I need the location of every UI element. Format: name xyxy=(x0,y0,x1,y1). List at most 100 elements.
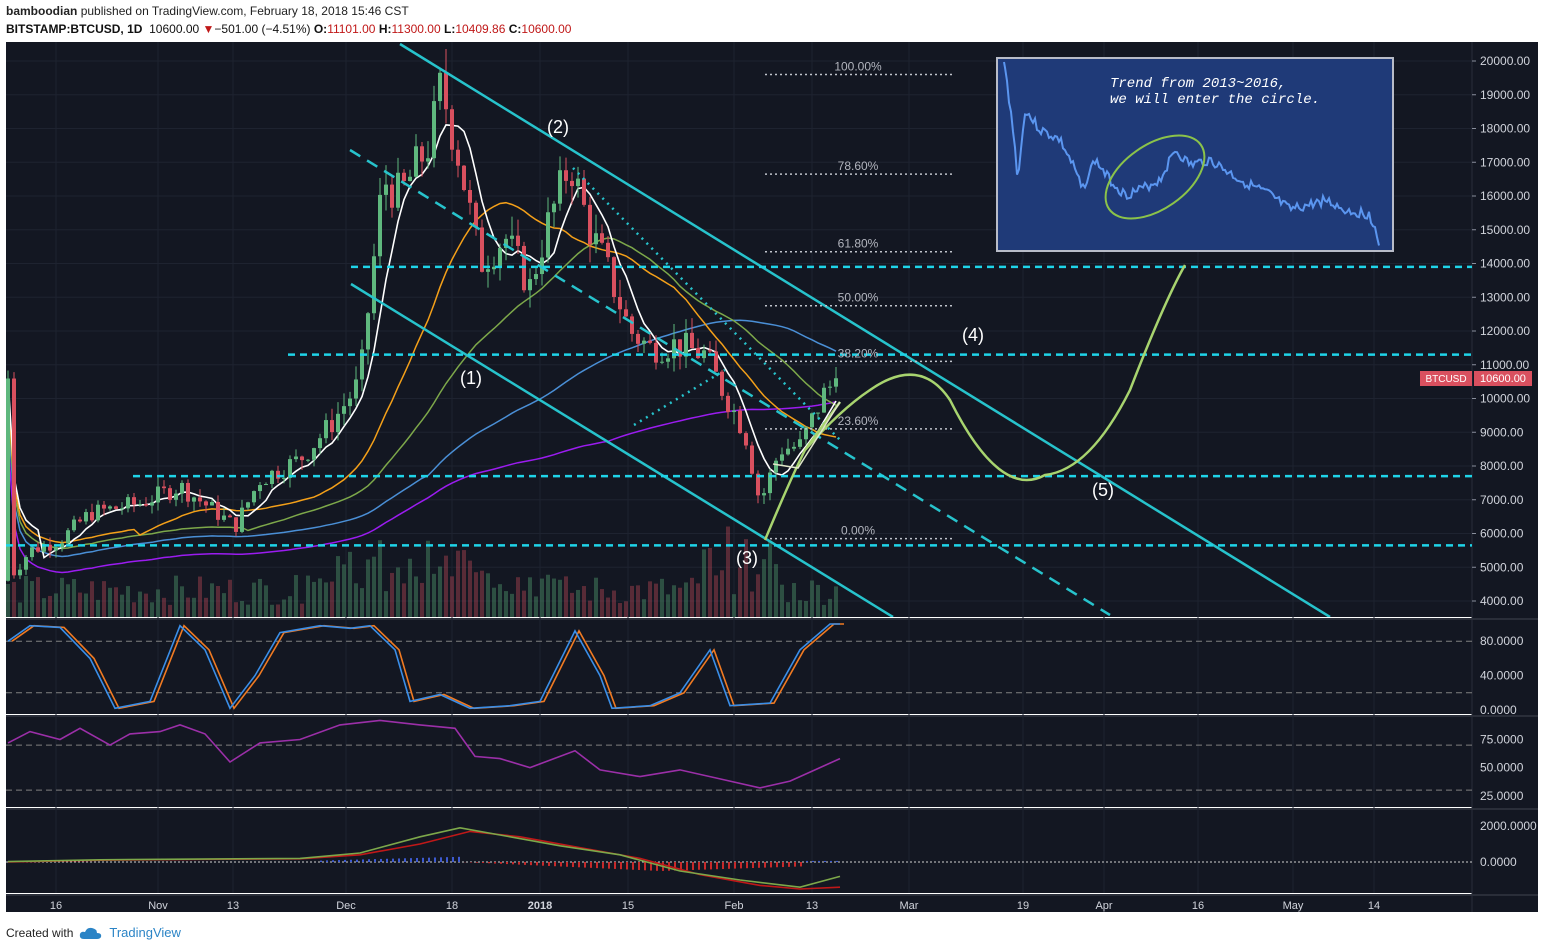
volume-bar xyxy=(594,577,598,617)
price-tick-label: 19000.00 xyxy=(1480,88,1530,102)
inset-text-line-2: we will enter the circle. xyxy=(1110,92,1320,108)
projection-wedge xyxy=(772,401,841,469)
candle-body xyxy=(426,158,430,162)
volume-bar xyxy=(186,597,190,617)
volume-bar xyxy=(300,603,304,617)
volume-bar xyxy=(12,582,16,617)
inset-content xyxy=(1003,61,1380,246)
volume-bar xyxy=(306,575,310,617)
macd-histogram-bar xyxy=(752,862,754,869)
volume-bar xyxy=(552,578,556,617)
candle-body xyxy=(198,497,202,502)
volume-bar xyxy=(798,600,802,617)
volume-bar xyxy=(708,547,712,617)
candle-body xyxy=(18,569,22,576)
last-price: 10600.00 xyxy=(149,22,200,36)
price-tick-label: 11000.00 xyxy=(1480,358,1529,372)
macd-histogram-bar xyxy=(404,858,406,862)
candle-body xyxy=(456,149,460,166)
macd-histogram-bar xyxy=(446,857,448,862)
volume-bar xyxy=(312,581,316,617)
open-value: 11101.00 xyxy=(327,22,376,36)
volume-bar xyxy=(288,596,292,617)
candle-body xyxy=(828,386,832,388)
macd-histogram-bar xyxy=(362,859,364,862)
author[interactable]: bamboodian xyxy=(6,4,78,18)
candle-body xyxy=(438,72,442,102)
candle-body xyxy=(642,340,646,344)
volume-bar xyxy=(96,599,100,617)
macd-tick-label: 2000.0000 xyxy=(1480,819,1537,833)
price-tick-label: 18000.00 xyxy=(1480,122,1530,136)
macd-histogram-bar xyxy=(332,860,334,862)
price-chart[interactable]: 4000.00 5000.00 6000.00 7000.00 8000.00 9000.… xyxy=(0,40,1545,915)
macd-histogram-bar xyxy=(800,862,802,867)
candle-body xyxy=(708,350,712,352)
macd-histogram-bar xyxy=(506,862,508,865)
macd-histogram-bar xyxy=(524,862,526,865)
macd-histogram-bar xyxy=(818,860,820,862)
candle-body xyxy=(90,512,94,521)
volume-bar xyxy=(42,598,46,617)
volume-bar xyxy=(198,576,202,617)
volume-bar xyxy=(90,581,94,617)
candle-body xyxy=(54,547,58,551)
volume-bar xyxy=(324,582,328,617)
candle-body xyxy=(612,257,616,297)
time-tick-label: 14 xyxy=(1368,900,1380,912)
ma-green-line xyxy=(7,237,837,550)
volume-bar xyxy=(738,567,742,617)
macd-histogram-bar xyxy=(500,862,502,864)
volume-bar xyxy=(534,596,538,617)
candle-body xyxy=(444,72,448,110)
tradingview-brand[interactable]: TradingView xyxy=(109,925,181,940)
candle-body xyxy=(762,493,766,496)
channel-mid-dashed-line xyxy=(349,148,1111,617)
candle-body xyxy=(774,460,778,473)
macd-histogram-bar xyxy=(458,856,460,862)
rsi-pane xyxy=(6,717,1472,807)
macd-histogram-bar xyxy=(350,859,352,862)
candle-body xyxy=(264,484,268,486)
candle-body xyxy=(126,497,130,509)
volume-bar xyxy=(354,583,358,617)
volume-bar xyxy=(72,578,76,617)
pane-separator xyxy=(6,618,1538,620)
candle-body xyxy=(396,172,400,208)
macd-histogram-bar xyxy=(488,862,490,864)
volume-bar xyxy=(618,603,622,617)
volume-bar xyxy=(174,575,178,617)
volume-bar xyxy=(240,600,244,617)
macd-histogram-bar xyxy=(746,862,748,869)
candle-body xyxy=(204,501,208,506)
fib-level-label: 61.80% xyxy=(838,237,879,251)
volume-bar xyxy=(624,601,628,617)
candle-body xyxy=(78,519,82,522)
macd-histogram-bar xyxy=(830,860,832,862)
wave-label: (2) xyxy=(547,117,569,137)
macd-histogram-bar xyxy=(392,858,394,862)
publish-info: bamboodian published on TradingView.com,… xyxy=(6,4,409,18)
macd-histogram-bar xyxy=(584,862,586,868)
macd-histogram-bar xyxy=(368,859,370,862)
candle-body xyxy=(294,456,298,460)
price-tag-text: 10600.00 xyxy=(1480,373,1526,385)
macd-histogram-bar xyxy=(782,862,784,868)
candle-body xyxy=(144,504,148,506)
candle-body xyxy=(654,342,658,363)
fib-level-label: 100.00% xyxy=(834,60,882,74)
volume-bar xyxy=(744,539,748,617)
time-tick-label: 13 xyxy=(806,900,818,912)
tradingview-cloud-icon xyxy=(80,927,102,939)
macd-histogram-bar xyxy=(380,858,382,862)
macd-histogram-bar xyxy=(698,862,700,870)
volume-bar xyxy=(696,583,700,617)
volume-bar xyxy=(498,584,502,617)
inset-trend-line xyxy=(1003,61,1380,246)
candle-body xyxy=(66,530,70,544)
macd-histogram-bar xyxy=(638,862,640,871)
volume-bar xyxy=(510,593,514,617)
volume-bar xyxy=(774,564,778,617)
candle-body xyxy=(684,332,688,357)
candle-body xyxy=(72,519,76,531)
